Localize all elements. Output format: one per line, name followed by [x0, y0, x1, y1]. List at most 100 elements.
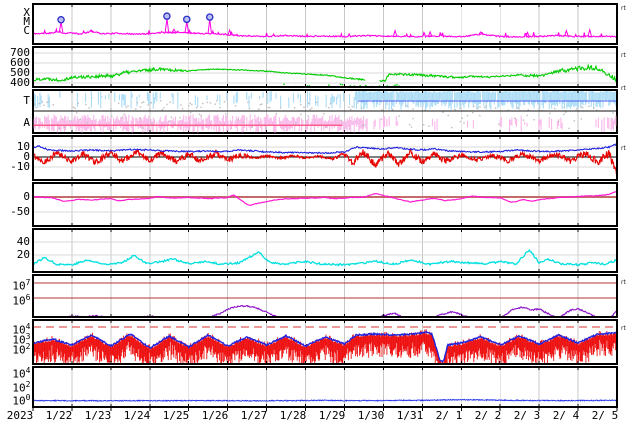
scatter-dot — [69, 120, 71, 122]
scatter-dot — [564, 111, 567, 113]
scatter-dot — [234, 105, 237, 107]
scatter-dot — [442, 111, 444, 113]
scatter-dot — [63, 126, 66, 129]
y-axis-label: -50 — [10, 204, 30, 218]
scatter-dot — [308, 85, 311, 87]
scatter-dot — [149, 108, 151, 110]
realtime-data-marker: rt — [621, 325, 626, 332]
y-axis-label: 600 — [10, 56, 30, 69]
scatter-dot — [463, 122, 465, 124]
scatter-dot — [33, 103, 36, 105]
flare-event-marker — [183, 15, 191, 24]
scatter-dot — [200, 106, 202, 109]
scatter-dot — [139, 106, 142, 108]
scatter-dot — [142, 101, 145, 103]
y-axis-label: 20 — [16, 247, 30, 261]
x-axis-date-label: 2/ 3 — [513, 409, 541, 422]
scatter-dot — [479, 114, 481, 117]
scatter-dot — [58, 127, 60, 130]
scatter-dot — [549, 112, 551, 115]
scatter-dot — [52, 104, 54, 106]
panel-data — [33, 12, 617, 39]
scatter-dot — [398, 85, 400, 87]
y-axis-label: X — [23, 6, 30, 19]
scatter-dot — [88, 107, 90, 109]
scatter-dot — [85, 103, 87, 106]
y-axis-label: 40 — [16, 234, 30, 248]
scatter-dot — [293, 107, 296, 109]
scatter-dot — [538, 108, 540, 111]
scatter-dot — [79, 118, 82, 120]
scatter-dot — [150, 102, 153, 104]
scatter-dot — [582, 106, 584, 109]
scatter-dot — [202, 102, 204, 105]
scatter-dot — [86, 122, 89, 124]
realtime-data-marker: rt — [621, 85, 626, 92]
scatter-dot — [127, 105, 129, 107]
scatter-dot — [394, 84, 396, 86]
scatter-dot — [242, 121, 244, 123]
series-line — [33, 190, 617, 206]
x-axis-date-label: 1/26 — [201, 409, 229, 422]
scatter-dot — [189, 111, 192, 114]
series-line — [33, 248, 617, 267]
scatter-dot — [526, 114, 528, 117]
panel-frame — [32, 228, 618, 273]
y-axis-label: C — [23, 24, 30, 38]
scatter-dot — [392, 108, 394, 111]
scatter-dot — [214, 103, 216, 105]
scatter-dot — [422, 124, 425, 126]
scatter-dot — [473, 105, 475, 107]
panel-data — [33, 63, 617, 87]
panel-dst-index — [32, 182, 618, 227]
x-axis-date-label: 1/29 — [318, 409, 346, 422]
y-axis-label: T — [23, 93, 30, 107]
scatter-dot — [225, 113, 227, 115]
scatter-dot — [349, 85, 352, 87]
y-axis-label: 0 — [23, 150, 30, 163]
scatter-dot — [216, 100, 218, 102]
scatter-dot — [575, 108, 578, 110]
scatter-dot — [363, 124, 365, 126]
x-axis-date-label: 2/ 1 — [435, 409, 463, 422]
scatter-dot — [195, 106, 198, 109]
scatter-dot — [142, 127, 145, 129]
panel-frame — [32, 3, 618, 45]
scatter-dot — [46, 101, 48, 104]
y-axis-label: 0 — [23, 190, 30, 204]
scatter-dot — [466, 114, 469, 117]
scatter-dot — [191, 103, 193, 106]
x-axis-date-label: 2/ 4 — [552, 409, 580, 422]
y-axis-label: -10 — [10, 160, 30, 173]
scatter-dot — [461, 117, 463, 119]
panel-solar-wind-density — [32, 228, 618, 273]
scatter-dot — [300, 113, 302, 116]
scatter-dot — [259, 104, 262, 106]
scatter-dot — [359, 85, 361, 87]
scatter-dot — [41, 101, 44, 103]
scatter-dot — [428, 125, 430, 127]
panel-solar-wind-temperature — [32, 89, 618, 134]
scatter-dot — [295, 85, 297, 87]
scatter-dot — [306, 85, 309, 87]
scatter-dot — [494, 107, 497, 109]
scatter-dot — [378, 85, 381, 87]
x-axis-date-label: 1/25 — [162, 409, 190, 422]
scatter-dot — [381, 109, 383, 111]
scatter-dot — [328, 107, 330, 109]
scatter-dot — [479, 106, 481, 108]
x-axis-date-label: 1/22 — [45, 409, 73, 422]
scatter-dot — [311, 107, 313, 109]
scatter-dot — [485, 105, 487, 107]
y-axis-label: 102 — [12, 379, 30, 395]
scatter-dot — [206, 101, 209, 103]
scatter-dot — [351, 105, 353, 108]
scatter-dot — [307, 102, 310, 105]
scatter-dot — [267, 106, 269, 109]
scatter-dot — [410, 126, 413, 128]
scatter-dot — [180, 104, 182, 106]
scatter-dot — [507, 109, 509, 111]
scatter-dot — [265, 127, 267, 130]
scatter-dot — [557, 120, 560, 123]
scatter-dot — [110, 108, 112, 110]
